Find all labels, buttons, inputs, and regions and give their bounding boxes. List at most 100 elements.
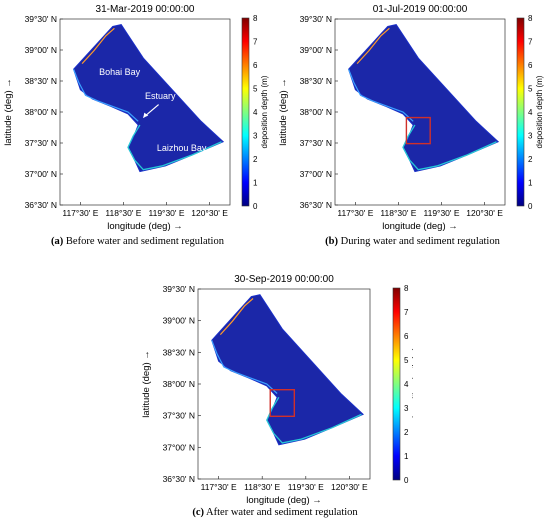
colorbar <box>241 17 250 207</box>
caption-letter: (a) <box>51 236 64 247</box>
y-tick-label: 36°30' N <box>25 200 57 210</box>
y-tick-label: 37°00' N <box>300 169 332 179</box>
chart-title: 30-Sep-2019 00:00:00 <box>234 274 334 285</box>
colorbar-tick-label: 6 <box>253 61 258 70</box>
x-tick-label: 120°30' E <box>466 208 503 218</box>
colorbar-tick-label: 0 <box>528 202 533 211</box>
x-tick-label: 120°30' E <box>331 482 368 492</box>
north-coast-deposition <box>356 27 390 65</box>
chart-title: 01-Jul-2019 00:00:00 <box>373 4 468 15</box>
x-tick-label: 120°30' E <box>191 208 228 218</box>
y-tick-label: 37°30' N <box>25 138 57 148</box>
y-tick-label: 38°00' N <box>25 107 57 117</box>
estuary-highlight-box <box>405 116 431 145</box>
estuary-arrowhead <box>143 112 149 118</box>
colorbar-tick-label: 4 <box>528 108 533 117</box>
colorbar-tick-label: 2 <box>404 428 409 437</box>
y-tick-label: 38°30' N <box>25 76 57 86</box>
y-tick-label: 39°30' N <box>300 14 332 24</box>
y-tick-label: 39°00' N <box>163 316 195 326</box>
y-tick-label: 39°30' N <box>25 14 57 24</box>
north-coast-deposition <box>81 27 115 65</box>
chart-after: 30-Sep-2019 00:00:00 117°30' E 118°30' E 1 1… <box>141 274 413 506</box>
colorbar-tick-label: 1 <box>404 452 409 461</box>
colorbar-label: deposition depth (m) <box>535 75 544 148</box>
colorbar-tick-label: 7 <box>253 38 258 47</box>
laizhou-coast-deposition <box>266 396 362 444</box>
chart-title: 31-Mar-2019 00:00:00 <box>96 4 195 15</box>
north-coast-deposition <box>219 298 254 336</box>
caption-text: Before water and sediment regulation <box>63 236 224 247</box>
y-tick-label: 39°30' N <box>163 284 195 294</box>
laizhou-coast-deposition <box>127 124 222 171</box>
colorbar-label: deposition depth (m) <box>260 75 269 148</box>
estuary-highlight-box <box>269 388 296 417</box>
colorbar-tick-label: 7 <box>404 308 409 317</box>
colorbar-tick-label: 0 <box>253 202 258 211</box>
x-tick-label: 119°30' E <box>149 208 185 218</box>
colorbar <box>392 287 401 481</box>
caption-letter: (b) <box>325 236 338 247</box>
y-tick-label: 38°30' N <box>300 76 332 86</box>
y-tick-label: 39°00' N <box>25 45 57 55</box>
laizhou-bay-label: Laizhou Bay <box>157 143 207 153</box>
panel-during: 01-Jul-2019 00:00:00 117°30' E 118°30' E 11… <box>275 0 550 262</box>
panel-before: 31-Mar-2019 00:00:00 117°30' E 118°30' E 11… <box>0 0 275 262</box>
colorbar-tick-label: 8 <box>253 14 258 23</box>
y-tick-label: 38°00' N <box>163 379 195 389</box>
colorbar-tick-label: 0 <box>404 476 409 485</box>
panel-after: 30-Sep-2019 00:00:00 117°30' E 118°30' E 1 1… <box>137 262 413 529</box>
x-tick-label: 118°30' E <box>380 208 416 218</box>
colorbar-tick-label: 8 <box>404 284 409 293</box>
y-tick-label: 38°30' N <box>163 347 195 357</box>
bohai-coast-deposition <box>348 69 414 122</box>
colorbar-tick-label: 5 <box>253 85 258 94</box>
colorbar-tick-label: 2 <box>528 155 533 164</box>
caption-during: (b) During water and sediment regulation <box>275 236 550 247</box>
sea-area <box>211 294 365 446</box>
colorbar-tick-label: 5 <box>404 356 409 365</box>
colorbar-label: deposition depth (m) <box>411 347 413 420</box>
sea-area <box>73 24 225 173</box>
colorbar-tick-label: 8 <box>528 14 533 23</box>
y-axis-label: latitude (deg) → <box>141 350 152 418</box>
caption-before: (a) Before water and sediment regulation <box>0 236 275 247</box>
x-tick-label: 118°30' E <box>105 208 141 218</box>
x-axis-label: longitude (deg) → <box>382 221 458 232</box>
x-axis-label: longitude (deg) → <box>107 221 183 232</box>
y-tick-label: 36°30' N <box>163 474 195 484</box>
y-tick-label: 38°00' N <box>300 107 332 117</box>
y-tick-label: 39°00' N <box>300 45 332 55</box>
caption-text: After water and sediment regulation <box>204 507 358 518</box>
bohai-coast-deposition <box>211 340 278 394</box>
y-tick-label: 37°00' N <box>25 169 57 179</box>
caption-after: (c) After water and sediment regulation <box>137 507 413 518</box>
colorbar-tick-label: 7 <box>528 38 533 47</box>
bohai-bay-label: Bohai Bay <box>99 67 141 77</box>
laizhou-coast-deposition <box>402 124 497 171</box>
sea-area <box>348 24 500 173</box>
colorbar-tick-label: 4 <box>253 108 258 117</box>
y-tick-label: 37°00' N <box>163 442 195 452</box>
x-tick-label: 119°30' E <box>424 208 460 218</box>
colorbar-tick-label: 6 <box>528 61 533 70</box>
x-axis-label: longitude (deg) → <box>246 495 322 506</box>
x-tick-label: 117°30' E <box>62 208 98 218</box>
colorbar-tick-label: 3 <box>404 404 409 413</box>
colorbar <box>516 17 525 207</box>
y-tick-label: 37°30' N <box>163 411 195 421</box>
colorbar-tick-label: 3 <box>528 132 533 141</box>
bohai-coast-deposition <box>73 69 139 122</box>
y-tick-label: 37°30' N <box>300 138 332 148</box>
x-tick-label: 117°30' E <box>201 482 237 492</box>
colorbar-tick-label: 4 <box>404 380 409 389</box>
y-axis-label: latitude (deg) → <box>278 78 289 146</box>
colorbar-tick-label: 5 <box>528 85 533 94</box>
colorbar-tick-label: 3 <box>253 132 258 141</box>
x-tick-label: 118°30' E <box>244 482 280 492</box>
caption-text: During water and sediment regulation <box>338 236 500 247</box>
colorbar-tick-label: 1 <box>253 179 258 188</box>
caption-letter: (c) <box>192 507 204 518</box>
